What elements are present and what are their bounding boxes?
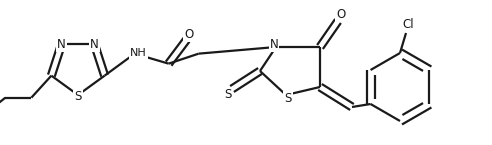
Text: N: N: [90, 38, 99, 51]
Text: S: S: [224, 88, 232, 102]
Text: O: O: [337, 9, 345, 21]
Text: S: S: [284, 91, 292, 105]
Text: N: N: [270, 39, 278, 51]
Text: S: S: [74, 89, 82, 103]
Text: NH: NH: [130, 48, 147, 58]
Text: O: O: [184, 28, 193, 41]
Text: Cl: Cl: [402, 19, 414, 31]
Text: N: N: [57, 38, 66, 51]
